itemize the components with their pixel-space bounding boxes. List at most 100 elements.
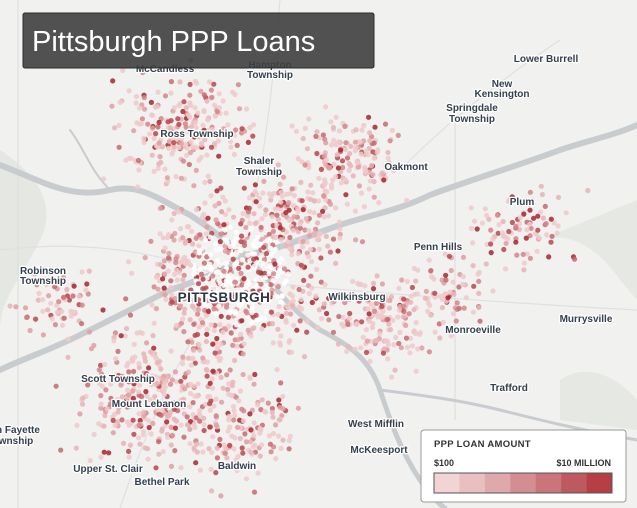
loan-dot	[304, 146, 310, 152]
loan-dot	[171, 416, 177, 422]
loan-dot	[523, 235, 529, 241]
loan-dot	[131, 431, 137, 437]
loan-dot	[143, 389, 149, 395]
loan-dot	[548, 239, 554, 245]
loan-dot	[86, 329, 93, 335]
loan-dot	[183, 239, 189, 245]
loan-dot	[201, 92, 207, 98]
loan-dot	[248, 226, 254, 232]
loan-dot	[117, 99, 123, 105]
loan-dot	[245, 314, 251, 320]
loan-dot	[147, 131, 153, 137]
loan-dot	[87, 457, 93, 464]
loan-dot	[135, 157, 142, 164]
loan-dot	[200, 276, 206, 282]
loan-dot	[382, 121, 389, 127]
loan-dot	[531, 215, 537, 221]
loan-dot	[517, 221, 523, 227]
creek	[69, 129, 111, 191]
loan-dot	[53, 383, 59, 389]
loan-dot	[22, 305, 29, 311]
loan-dot	[406, 311, 412, 317]
loan-dot	[162, 292, 168, 298]
loan-dot	[349, 292, 356, 298]
loan-dot	[323, 140, 329, 146]
loan-dot	[152, 354, 158, 360]
loan-dot	[164, 419, 170, 425]
loan-dot	[210, 434, 216, 440]
loan-dot	[204, 275, 210, 281]
loan-dot	[135, 389, 142, 395]
loan-dot	[298, 262, 304, 268]
loan-dot	[126, 369, 132, 375]
loan-dot	[127, 312, 134, 318]
loan-dot	[98, 401, 104, 407]
loan-dot	[258, 281, 264, 287]
loan-dot	[115, 409, 121, 415]
loan-dot	[251, 489, 258, 495]
loan-dot	[245, 264, 251, 270]
loan-dot	[242, 431, 248, 437]
legend-scale-border	[433, 472, 613, 494]
loan-dot	[264, 237, 270, 243]
loan-dot	[302, 227, 308, 233]
loan-dot	[409, 284, 415, 291]
loan-dot	[163, 296, 169, 302]
loan-dot	[337, 235, 343, 241]
loan-dot	[353, 127, 359, 133]
loan-dot	[251, 264, 257, 270]
loan-dot	[182, 121, 188, 127]
loan-dot	[273, 234, 279, 241]
loan-dot	[331, 299, 337, 305]
loan-dot	[199, 320, 206, 326]
loan-dot	[157, 205, 163, 211]
loan-dot	[187, 426, 193, 432]
loan-dot	[160, 449, 166, 455]
loan-dot	[218, 374, 224, 380]
place-label: Springdale	[446, 103, 498, 114]
loan-dot	[346, 344, 352, 350]
loan-dot	[119, 394, 125, 400]
place-label: Township	[236, 167, 282, 178]
loan-dot	[344, 201, 350, 207]
loan-dot	[232, 412, 238, 418]
loan-dot	[200, 355, 206, 361]
loan-dot	[218, 185, 224, 191]
place-label: Township	[449, 114, 495, 125]
loan-dot	[241, 408, 247, 414]
loan-dot	[554, 230, 560, 236]
loan-dot	[45, 307, 51, 313]
loan-dot	[218, 341, 224, 347]
legend-scale	[434, 473, 613, 493]
loan-dot	[207, 303, 213, 309]
loan-dot	[456, 305, 462, 311]
loan-dot	[319, 316, 325, 322]
loan-dot	[210, 368, 216, 374]
loan-dot	[182, 296, 188, 302]
loan-dot	[160, 235, 166, 241]
loan-dot	[239, 257, 245, 263]
loan-dot	[205, 173, 211, 179]
loan-dot	[123, 326, 130, 332]
loan-dot	[505, 236, 511, 242]
loan-dot	[327, 249, 333, 255]
loan-dot	[266, 433, 272, 439]
loan-dot	[213, 247, 219, 253]
loan-dot	[194, 441, 200, 447]
loan-dot	[225, 428, 231, 434]
loan-dot	[471, 283, 477, 289]
loan-dot	[173, 174, 179, 180]
place-label: Robinson	[20, 266, 66, 277]
loan-dot	[167, 125, 173, 131]
loan-dot	[169, 299, 175, 305]
loan-dot	[359, 239, 366, 245]
loan-dot	[80, 395, 86, 401]
loan-dot	[243, 224, 249, 231]
loan-dot	[120, 440, 127, 446]
loan-dot	[220, 194, 226, 200]
loan-dot	[149, 152, 155, 158]
loan-dot	[32, 271, 38, 277]
loan-dot	[222, 211, 229, 217]
loan-dot	[148, 349, 154, 355]
green-area	[0, 150, 47, 330]
